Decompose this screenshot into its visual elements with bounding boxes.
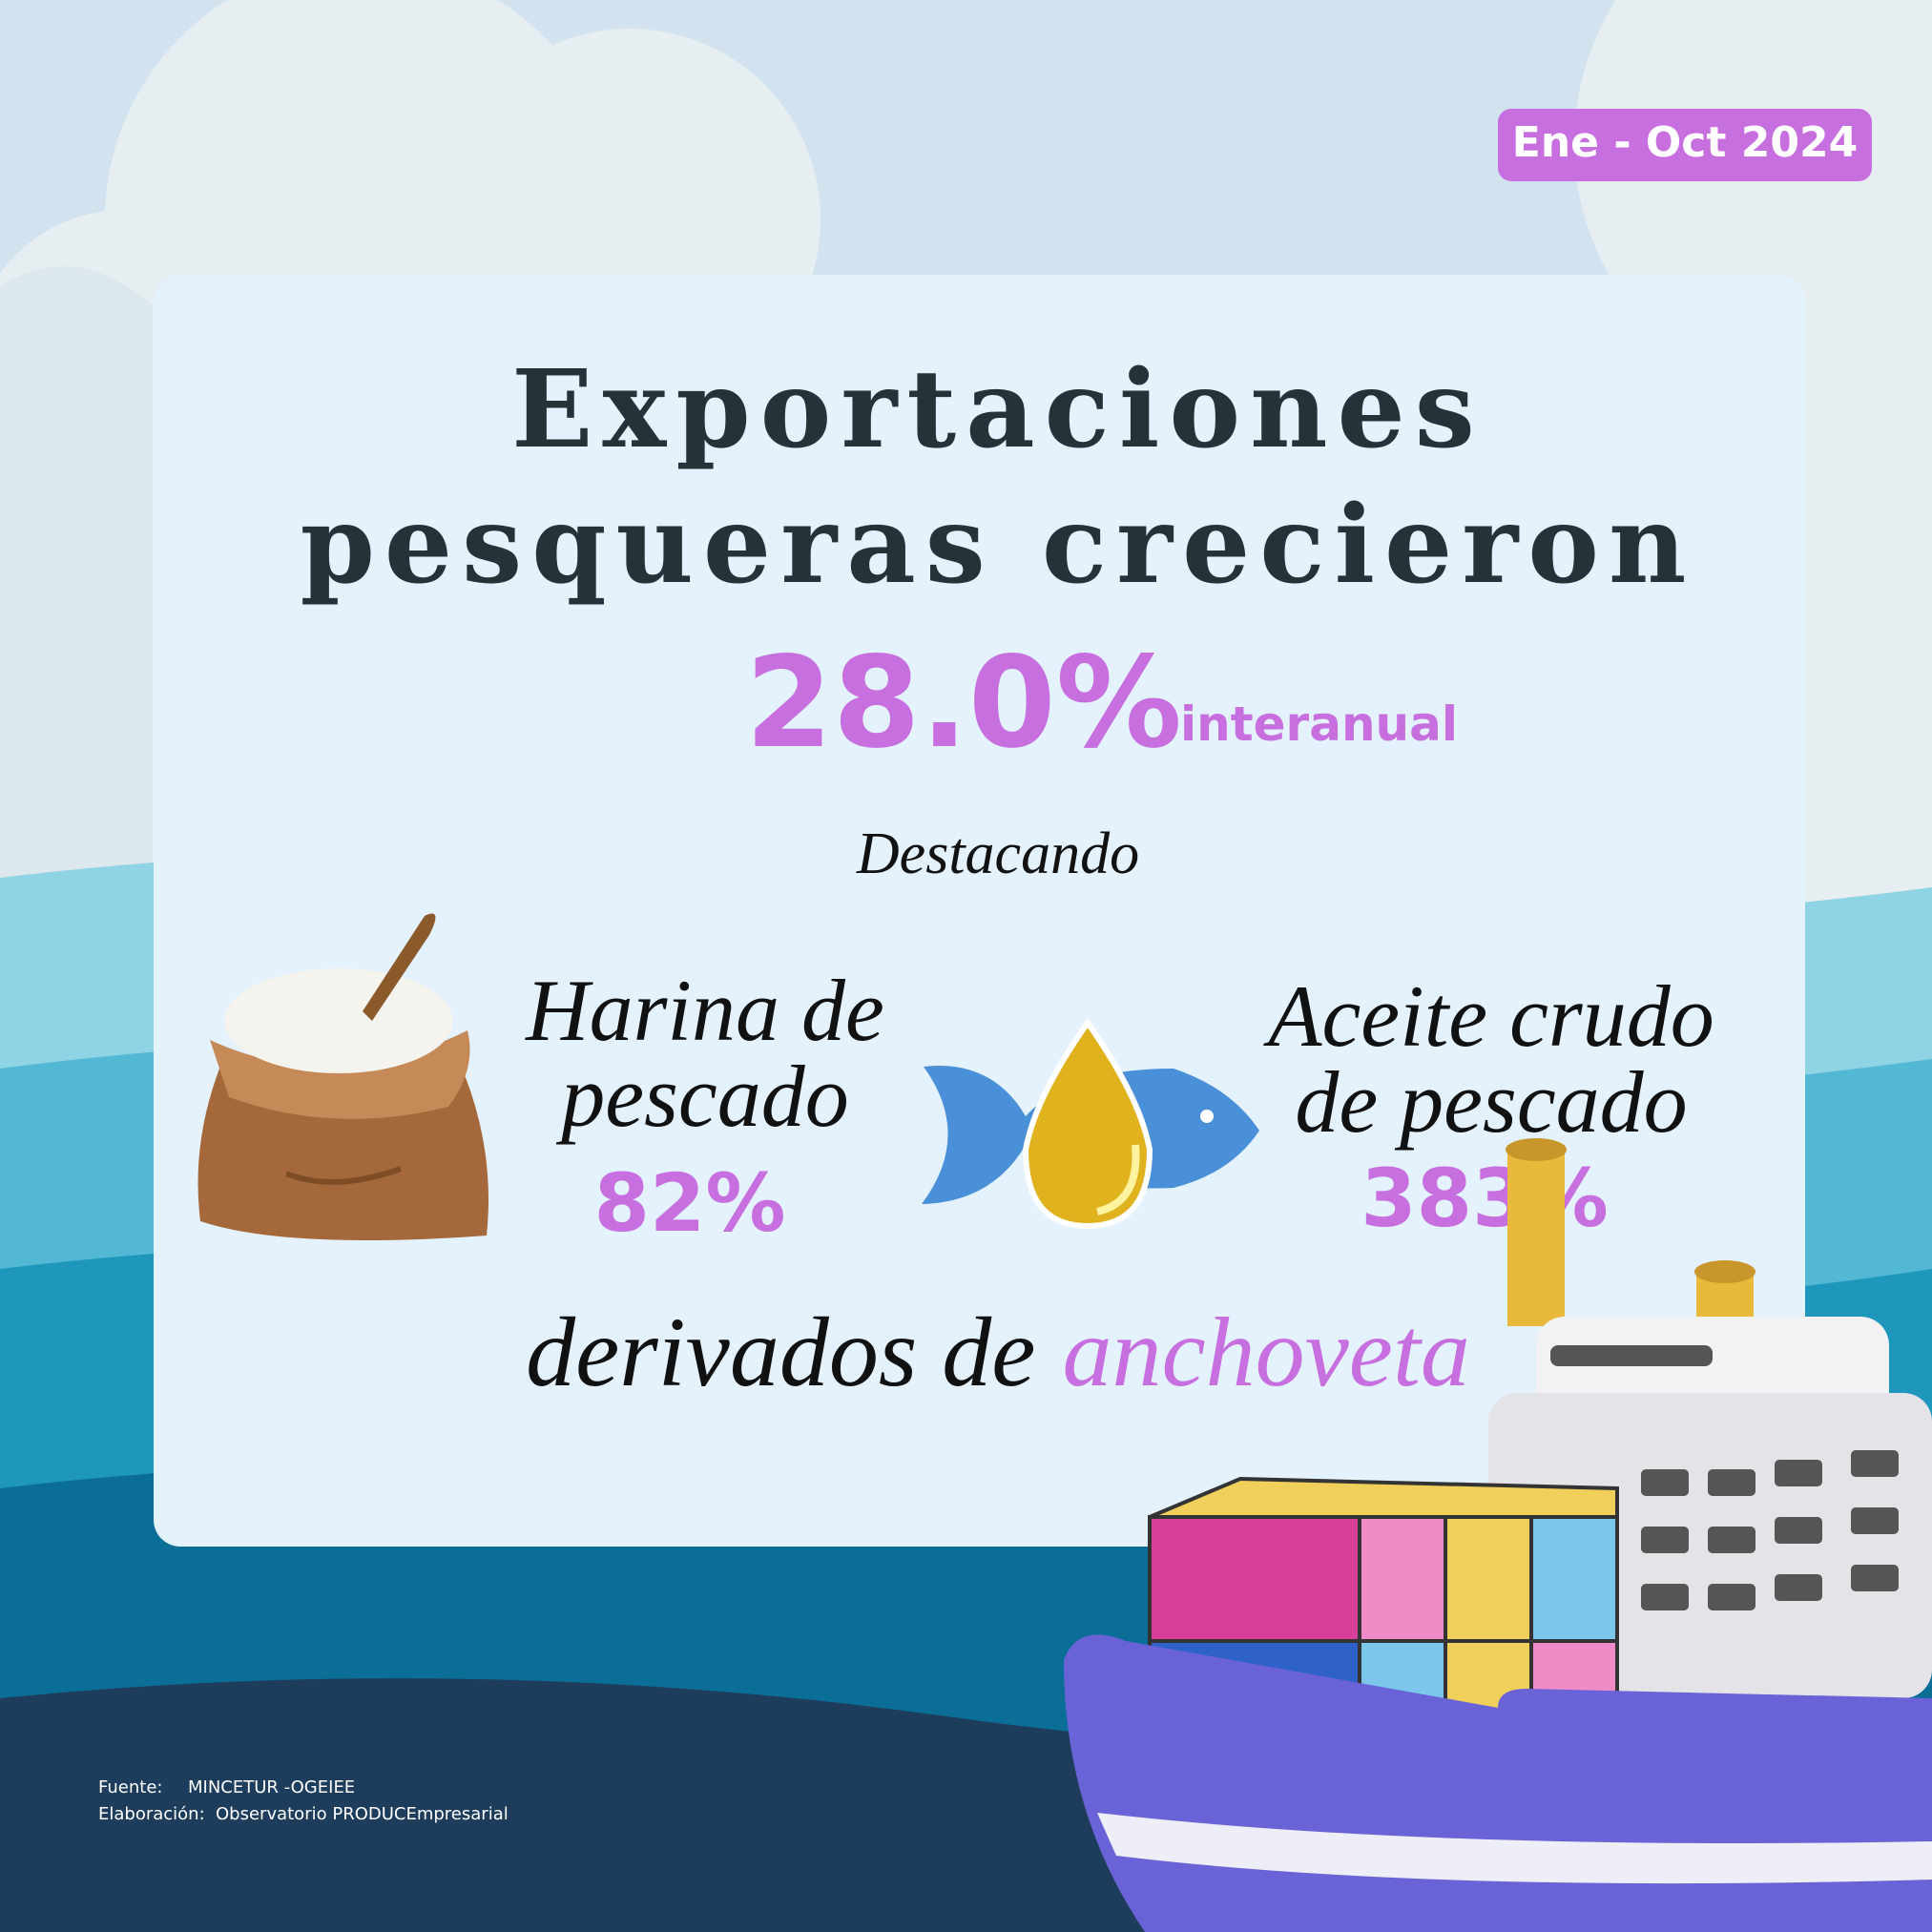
flour-sack-icon	[197, 913, 488, 1240]
headline-line: Exportaciones	[511, 347, 1485, 472]
credit-label: Elaboración:	[98, 1804, 205, 1824]
fish-oil-icon	[922, 1017, 1259, 1230]
date-badge	[1498, 109, 1872, 181]
credit-value: Observatorio PRODUCEmpresarial	[216, 1804, 509, 1824]
product-name: Harina de	[525, 962, 884, 1059]
cloud-shade	[0, 266, 153, 955]
source-label: Fuente:	[98, 1777, 162, 1797]
closing-phrase: derivados de anchoveta	[526, 1298, 1470, 1407]
product-name: pescado	[555, 1048, 848, 1145]
product-growth: 383%	[1361, 1152, 1609, 1245]
intro: Destacando	[856, 821, 1139, 886]
date-label: Ene - Oct 2024	[1512, 118, 1858, 167]
product-name: de pescado	[1295, 1053, 1687, 1151]
growth-value: 28.0%	[745, 630, 1182, 777]
ship-icon	[1064, 1138, 1932, 1932]
closing-text: derivados de	[526, 1298, 1035, 1407]
card	[154, 275, 1805, 1547]
product-growth: 82%	[593, 1156, 785, 1250]
headline-line: pesqueras crecieron	[301, 483, 1696, 608]
growth-label: interanual	[1180, 696, 1458, 752]
product-name: Aceite crudo	[1262, 967, 1714, 1065]
source-value: MINCETUR -OGEIEE	[188, 1777, 355, 1797]
closing-highlight: anchoveta	[1062, 1298, 1469, 1407]
